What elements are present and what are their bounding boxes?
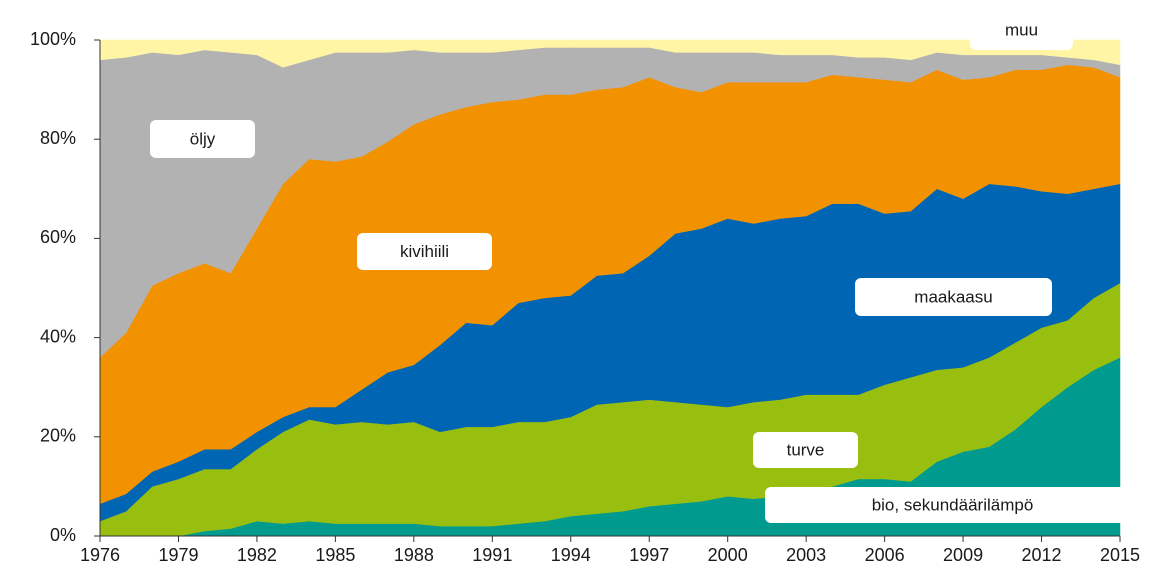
y-tick-label: 20% <box>40 426 76 446</box>
x-tick-label: 2009 <box>943 545 983 565</box>
label-box <box>970 10 1073 50</box>
y-tick-label: 80% <box>40 128 76 148</box>
y-tick-label: 60% <box>40 227 76 247</box>
label-box <box>753 432 858 468</box>
x-tick-label: 1982 <box>237 545 277 565</box>
label-box <box>765 487 1140 523</box>
x-tick-label: 2000 <box>708 545 748 565</box>
label-box <box>855 278 1052 316</box>
x-tick-label: 1994 <box>551 545 591 565</box>
series-label: öljy <box>190 129 216 148</box>
x-tick-label: 1988 <box>394 545 434 565</box>
y-tick-label: 100% <box>30 29 76 49</box>
x-tick-label: 1997 <box>629 545 669 565</box>
series-label: kivihiili <box>400 242 449 261</box>
x-tick-label: 1976 <box>80 545 120 565</box>
x-tick-label: 2006 <box>865 545 905 565</box>
x-tick-label: 2015 <box>1100 545 1140 565</box>
area <box>99 39 1121 68</box>
x-tick-label: 2003 <box>786 545 826 565</box>
x-tick-label: 1979 <box>158 545 198 565</box>
label-box <box>150 120 255 158</box>
x-tick-label: 2012 <box>1022 545 1062 565</box>
x-tick-label: 1985 <box>315 545 355 565</box>
series-label: bio, sekundäärilämpö <box>872 495 1034 514</box>
y-tick-label: 40% <box>40 326 76 346</box>
series-label: turve <box>787 440 825 459</box>
label-box <box>357 233 492 270</box>
series-label: maakaasu <box>914 287 992 306</box>
y-tick-label: 0% <box>50 525 76 545</box>
series-label: muu <box>1005 20 1038 39</box>
x-tick-label: 1991 <box>472 545 512 565</box>
